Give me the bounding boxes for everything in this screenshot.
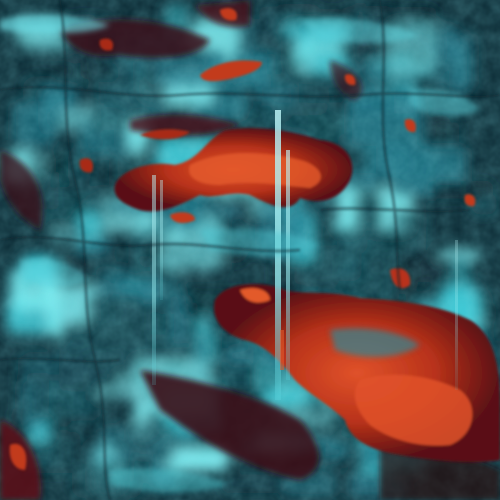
red-flecks	[9, 8, 476, 470]
lower-red-mass	[214, 268, 500, 463]
